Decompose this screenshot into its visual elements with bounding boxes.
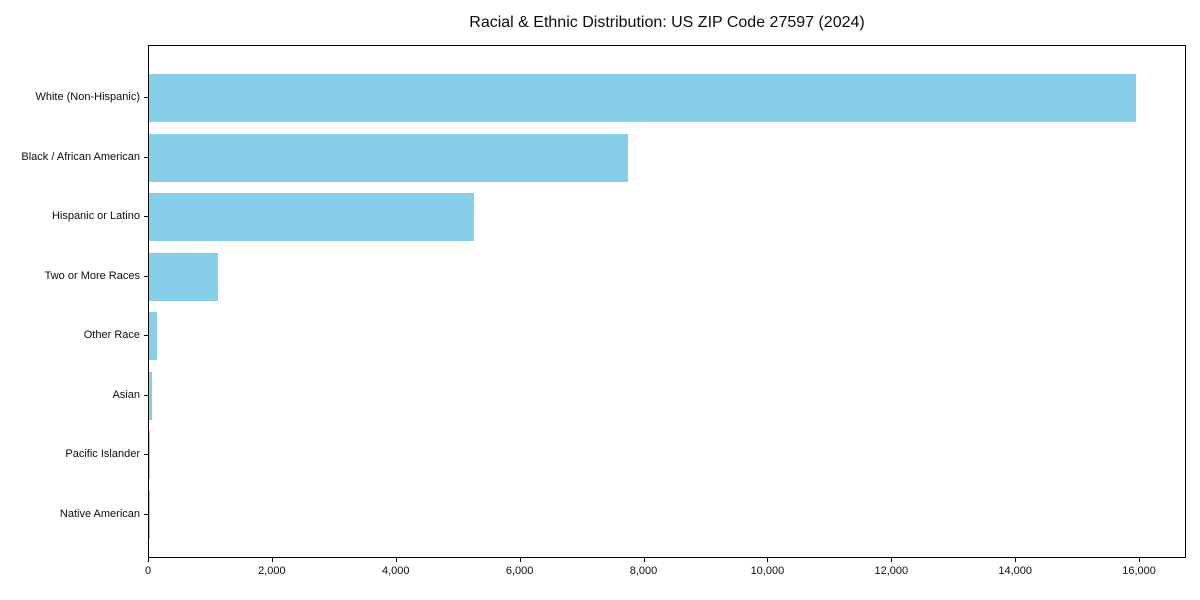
- x-tick-mark: [643, 558, 645, 562]
- x-tick-label: 6,000: [505, 565, 534, 577]
- y-tick-label: Two or More Races: [44, 269, 140, 282]
- y-tick-mark: [144, 275, 148, 277]
- bar-two-or-more-races: [149, 252, 218, 301]
- y-tick-mark: [144, 156, 148, 158]
- chart-title: Racial & Ethnic Distribution: US ZIP Cod…: [469, 14, 865, 31]
- plot-area: [148, 45, 1186, 558]
- x-tick-label: 4,000: [381, 565, 410, 577]
- y-tick-mark: [144, 216, 148, 218]
- x-tick-label: 10,000: [750, 565, 785, 577]
- bar-black-african-american: [149, 133, 629, 182]
- y-tick-mark: [144, 513, 148, 515]
- x-tick-label: 16,000: [1122, 565, 1156, 577]
- y-tick-mark: [144, 335, 148, 337]
- y-tick-mark: [144, 454, 148, 456]
- y-tick-label: Black / African American: [21, 150, 140, 163]
- x-tick-mark: [395, 558, 397, 562]
- bar-hispanic-or-latino: [149, 193, 474, 242]
- y-tick-label: Native American: [59, 507, 140, 520]
- y-tick-mark: [144, 394, 148, 396]
- x-tick-label: 8,000: [629, 565, 658, 577]
- x-tick-mark: [767, 558, 769, 562]
- x-tick-label: 12,000: [874, 565, 909, 577]
- x-tick-mark: [1015, 558, 1017, 562]
- bar-other-race: [149, 312, 158, 361]
- x-tick-mark: [891, 558, 893, 562]
- x-tick-label: 0: [144, 565, 152, 577]
- y-tick-label: Asian: [112, 388, 140, 401]
- y-tick-mark: [144, 97, 148, 98]
- x-tick-mark: [519, 558, 521, 562]
- x-tick-mark: [271, 558, 273, 562]
- bar-white-non-hispanic: [149, 74, 1137, 122]
- y-tick-label: Hispanic or Latino: [51, 210, 140, 223]
- x-tick-mark: [1139, 558, 1141, 562]
- y-axis-labels: White (Non-Hispanic) Black / African Amer…: [0, 45, 140, 558]
- bar-pacific-islander: [149, 431, 150, 480]
- x-tick-label: 2,000: [258, 565, 286, 577]
- y-tick-label: White (Non-Hispanic): [35, 91, 140, 103]
- y-tick-label: Other Race: [83, 329, 140, 342]
- bar-asian: [149, 371, 153, 420]
- y-tick-label: Pacific Islander: [65, 448, 140, 461]
- x-tick-label: 14,000: [998, 565, 1032, 577]
- x-tick-mark: [148, 558, 149, 562]
